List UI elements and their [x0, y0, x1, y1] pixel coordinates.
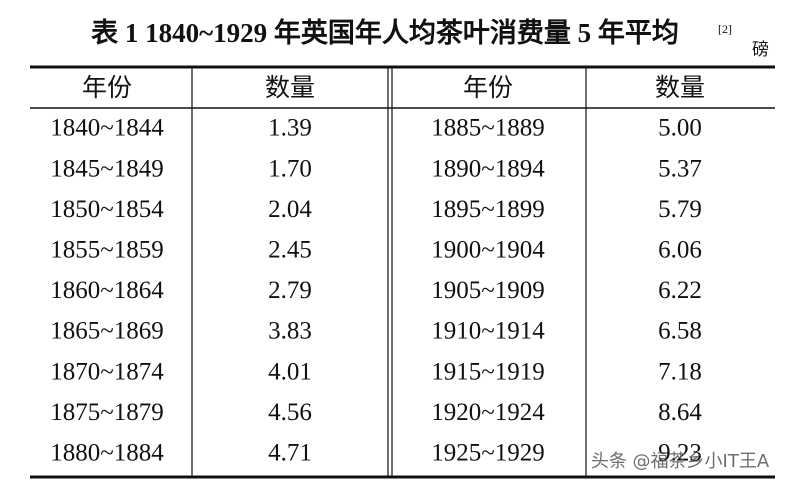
table-cell: 1870~1874 — [50, 358, 164, 385]
table-cell: 5.79 — [658, 196, 702, 223]
table-cell: 4.71 — [268, 440, 312, 467]
column-header: 数量 — [655, 73, 705, 102]
table-cell: 1915~1919 — [431, 358, 545, 385]
column-header: 年份 — [82, 73, 132, 102]
table-cell: 6.58 — [658, 318, 702, 345]
table-cell: 2.04 — [268, 196, 312, 223]
unit: 磅 — [752, 40, 769, 60]
table-cell: 4.56 — [268, 399, 312, 426]
table-cell: 1925~1929 — [431, 440, 545, 467]
table-cell: 1850~1854 — [50, 196, 164, 223]
column-header: 年份 — [463, 73, 513, 102]
table-cell: 6.06 — [658, 237, 702, 264]
table-cell: 1890~1894 — [431, 155, 545, 182]
table-cell: 3.83 — [268, 318, 312, 345]
table-cell: 5.37 — [658, 155, 702, 182]
table-cell: 1.70 — [268, 155, 312, 182]
table-cell: 8.64 — [658, 399, 702, 426]
table-cell: 4.01 — [268, 358, 312, 385]
table-cell: 1920~1924 — [431, 399, 545, 426]
table-title: 表 1 1840~1929 年英国年人均茶叶消费量 5 年平均 — [91, 17, 679, 48]
table-cell: 1895~1899 — [431, 196, 545, 223]
table-cell: 1900~1904 — [431, 237, 545, 264]
table-cell: 1860~1864 — [50, 277, 164, 304]
column-header: 数量 — [265, 73, 315, 102]
table-cell: 1865~1869 — [50, 318, 164, 345]
table-cell: 1875~1879 — [50, 399, 164, 426]
table-cell: 1905~1909 — [431, 277, 545, 304]
table-cell: 9.23 — [658, 440, 702, 467]
title-note: [2] — [718, 22, 732, 36]
table-cell: 6.22 — [658, 277, 702, 304]
table-cell: 1910~1914 — [431, 318, 545, 345]
table-cell: 1845~1849 — [50, 155, 164, 182]
table-cell: 1855~1859 — [50, 237, 164, 264]
table-cell: 1840~1844 — [50, 115, 164, 142]
table-cell: 1885~1889 — [431, 115, 545, 142]
watermark: 头条 @福茶乡小IT王A — [591, 451, 770, 472]
table-cell: 5.00 — [658, 115, 702, 142]
table-cell: 1880~1884 — [50, 440, 164, 467]
table-cell: 1.39 — [268, 115, 312, 142]
table-cell: 2.45 — [268, 237, 312, 264]
table-cell: 7.18 — [658, 358, 702, 385]
table-cell: 2.79 — [268, 277, 312, 304]
